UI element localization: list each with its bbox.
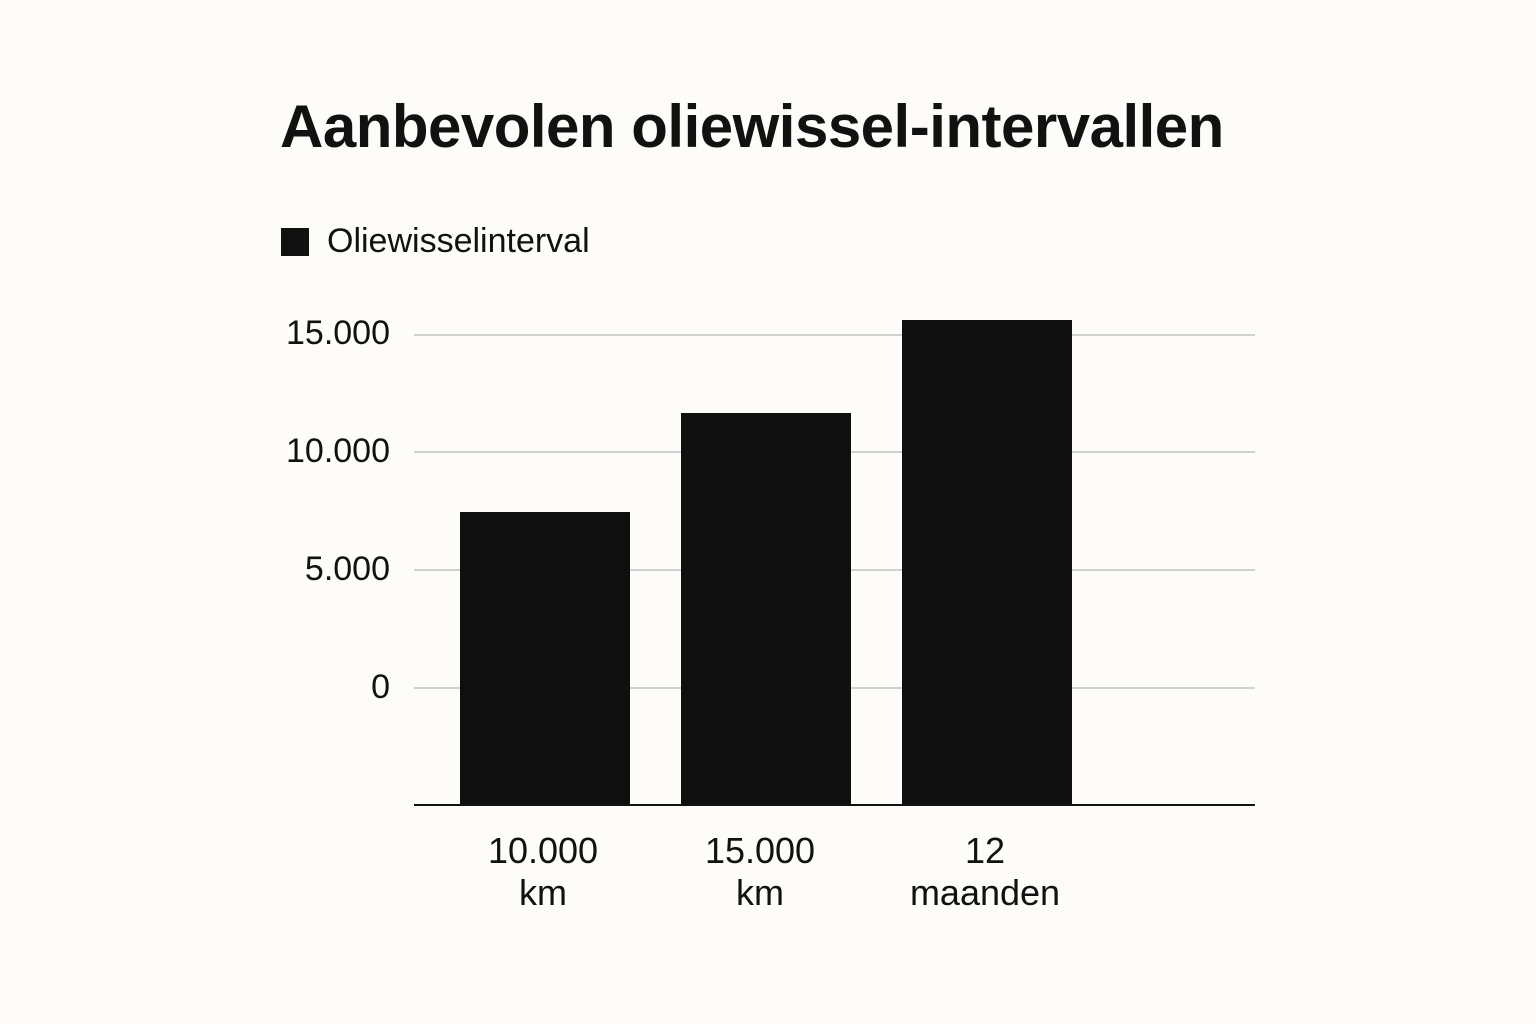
x-label-line1: 10.000 (487, 830, 599, 871)
x-label-15000-km: 15.000 km (650, 830, 870, 914)
bar-12-maanden (902, 320, 1072, 805)
bar-10000-km (460, 512, 630, 805)
x-label-10000-km: 10.000 km (433, 830, 653, 914)
chart-title: Aanbevolen oliewissel-intervallen (280, 93, 1224, 160)
legend-label: Oliewisselinterval (327, 222, 590, 260)
y-tick-label: 5.000 (304, 550, 390, 588)
y-tick-label: 0 (371, 668, 390, 706)
bar-15000-km (681, 413, 851, 805)
legend: Oliewisselinterval (281, 222, 590, 261)
x-axis-line (414, 804, 1255, 806)
gridline-15000 (414, 334, 1255, 336)
x-label-line1: 12 (964, 830, 1006, 871)
y-tick-label: 15.000 (286, 314, 390, 352)
x-label-line1: 15.000 (704, 830, 816, 871)
x-label-line2: maanden (909, 872, 1061, 913)
x-label-line2: km (519, 872, 567, 913)
legend-swatch (281, 227, 309, 256)
x-label-12-maanden: 12 maanden (875, 830, 1095, 914)
y-tick-label: 10.000 (286, 432, 390, 470)
x-label-line2: km (736, 872, 784, 913)
